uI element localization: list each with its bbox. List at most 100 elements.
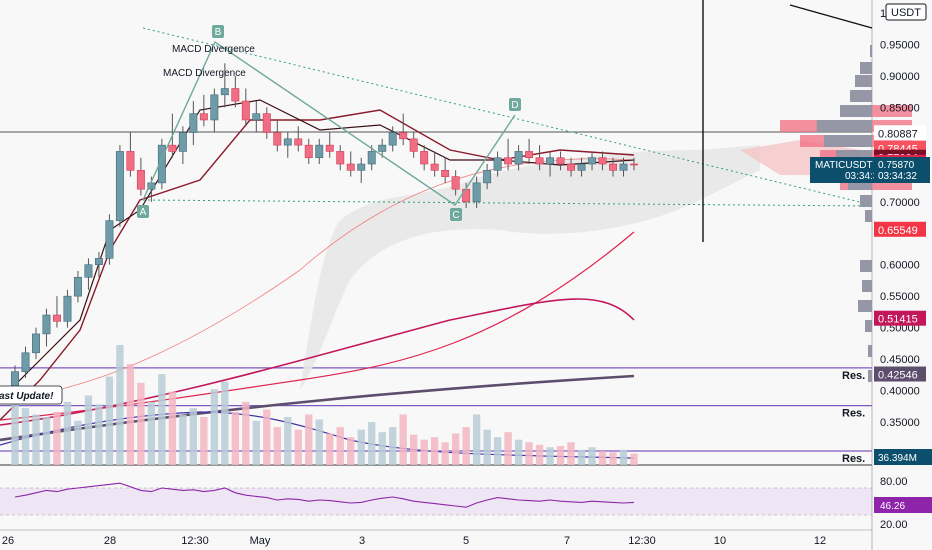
volume-bar <box>231 411 239 465</box>
volume-bar <box>399 414 407 465</box>
volume-bar <box>357 429 365 465</box>
volume-bar <box>483 429 491 465</box>
candle-body <box>178 132 187 152</box>
volume-profile-bar <box>865 210 872 222</box>
candle-body <box>325 144 334 152</box>
time-tick-label: May <box>250 535 271 547</box>
pattern-point-marker <box>450 208 462 221</box>
volume-bar <box>430 437 439 465</box>
candle-body <box>94 258 103 265</box>
volume-bar <box>294 429 302 465</box>
resistance-label: Res. <box>842 453 865 465</box>
time-axis: 26 28 12:30 May 3 5 7 12:30 10 12 <box>0 529 872 547</box>
drawings-layer: A B C D <box>137 0 873 242</box>
candle-body <box>336 151 345 165</box>
time-tick-label: 12:30 <box>181 535 209 547</box>
volume-bar <box>577 449 586 465</box>
candle-body <box>556 157 565 165</box>
volume-bar <box>493 437 502 465</box>
candle-body <box>588 157 597 165</box>
resistance-label: Res. <box>842 370 865 382</box>
candle-body <box>451 176 460 190</box>
rsi-value-box: 46.26 <box>874 497 932 513</box>
volume-bar <box>32 414 40 465</box>
volume-bar <box>284 417 292 465</box>
pattern-point-label: D <box>511 100 518 111</box>
candle-body <box>168 144 177 152</box>
price-tick-label: 0.85000 <box>880 102 920 114</box>
candle-body <box>630 163 638 166</box>
candle-body <box>115 151 124 221</box>
time-tick-label: 5 <box>463 535 469 547</box>
volume-bar <box>525 442 533 465</box>
price-tick-label: 0.55000 <box>880 291 920 303</box>
price-tick-label: 1 <box>880 8 886 20</box>
trendline-lower <box>142 199 873 207</box>
annotation-update[interactable]: ast Update! <box>0 385 63 405</box>
price-label-box <box>874 125 926 141</box>
candle-body <box>231 88 240 102</box>
volume-bar <box>315 419 323 465</box>
volume-bar <box>42 417 51 465</box>
rsi-tick-label: 80.00 <box>880 476 908 488</box>
volume-profile-bar <box>862 280 872 292</box>
volume-bar <box>53 411 61 465</box>
candle-body <box>535 157 544 165</box>
volume-bar <box>95 404 103 465</box>
volume-bar <box>347 437 355 465</box>
volume-bar <box>535 444 544 465</box>
volume-profile-bar <box>860 62 872 74</box>
candle-body <box>21 352 30 372</box>
volume-bar <box>252 420 260 465</box>
candle-body <box>525 151 534 159</box>
candle-body <box>42 314 51 335</box>
price-label-box <box>874 366 926 382</box>
candle-body <box>63 295 72 322</box>
price-label-box <box>874 221 926 237</box>
volume-profile-bar <box>870 45 872 57</box>
volume-profile-bar <box>850 90 872 102</box>
symbol-label: MATICUSDT <box>815 160 873 171</box>
candle-body <box>483 170 492 184</box>
price-label-box <box>874 310 926 326</box>
volume-bar <box>420 439 428 465</box>
candle-body <box>409 138 418 152</box>
candle-body <box>252 113 261 121</box>
candle-body <box>598 157 607 165</box>
rsi-value-label: 46.26 <box>880 501 905 512</box>
volume-profile-bar <box>860 260 872 272</box>
volume-bar <box>189 408 198 465</box>
volume-bar <box>472 414 481 465</box>
price-tick-label: 0.45000 <box>880 354 920 366</box>
annotation-macd-1[interactable]: MACD Divergence <box>172 44 255 55</box>
currency-badge[interactable]: USDT <box>885 3 927 21</box>
volume-bar <box>105 376 114 465</box>
volume-bar <box>546 447 554 465</box>
drawn-line <box>789 4 873 29</box>
candle-body <box>220 88 229 96</box>
resistance-label: Res. <box>842 408 865 420</box>
candle-body <box>441 170 450 177</box>
ma-long <box>0 374 635 442</box>
macd-divergence-text-2: MACD Divergence <box>163 68 246 79</box>
price-label-text: 0.65549 <box>878 225 918 237</box>
volume-bar <box>598 451 607 465</box>
candle-body <box>210 94 219 121</box>
rsi-tick-label: 20.00 <box>880 519 908 531</box>
candle-body <box>388 132 397 146</box>
volume-bar <box>514 439 523 465</box>
candle-body <box>283 138 292 146</box>
ichimoku-cloud <box>300 145 760 390</box>
volume-profile-bar <box>824 135 872 147</box>
annotation-macd-2[interactable]: MACD Divergence <box>163 68 246 79</box>
volume-bar <box>242 401 250 465</box>
time-tick-label: 12:30 <box>628 535 656 547</box>
volume-bar <box>389 427 397 465</box>
candle-body <box>609 163 617 171</box>
candle-body <box>304 144 313 159</box>
candle-body <box>367 151 376 165</box>
pattern-point-label: B <box>215 27 222 38</box>
